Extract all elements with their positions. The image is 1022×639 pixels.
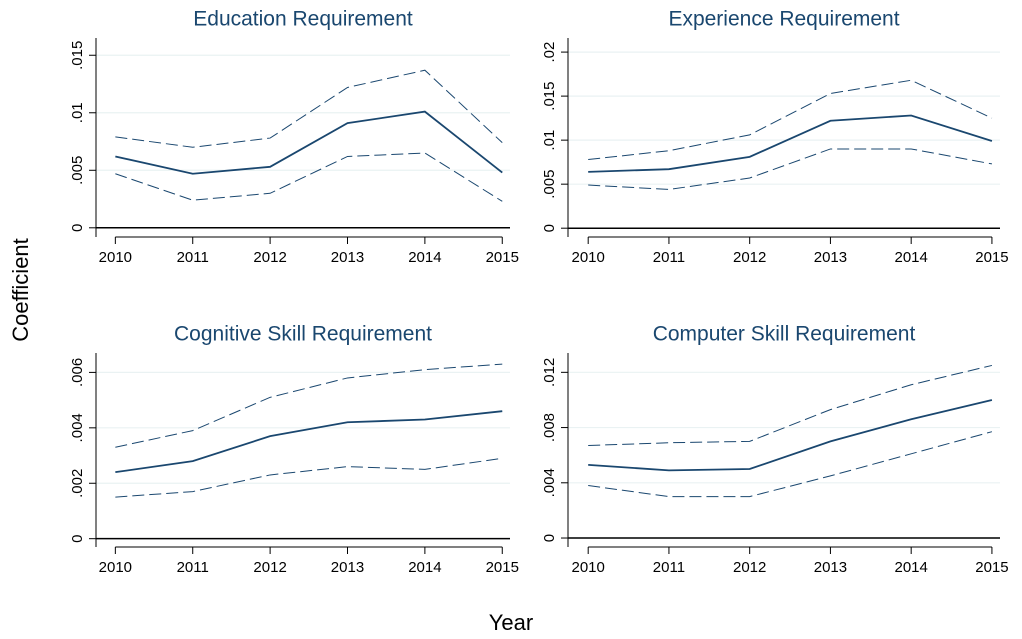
y-tick-label: 0	[541, 224, 558, 232]
x-axis-title: Year	[489, 610, 533, 635]
x-tick-label: 2015	[975, 249, 1008, 266]
panel-title: Experience Requirement	[668, 8, 899, 31]
y-tick-label: .004	[541, 468, 558, 497]
x-tick-label: 2010	[571, 559, 604, 576]
x-tick-label: 2015	[975, 559, 1008, 576]
x-tick-label: 2011	[653, 559, 685, 576]
x-tick-label: 2015	[486, 249, 519, 266]
y-tick-label: .005	[541, 170, 558, 199]
x-tick-label: 2011	[653, 249, 685, 266]
y-tick-label: .004	[69, 413, 86, 442]
y-tick-label: .005	[69, 156, 86, 185]
y-tick-label: .012	[541, 358, 558, 387]
confidence-line	[115, 152, 503, 202]
x-tick-label: 2014	[894, 559, 927, 576]
confidence-line	[588, 148, 993, 190]
confidence-line	[115, 457, 503, 498]
y-tick-label: 0	[69, 535, 86, 543]
x-tick-label: 2013	[331, 559, 364, 576]
confidence-line	[588, 364, 993, 447]
x-tick-label: 2014	[408, 559, 441, 576]
coefficient-line	[115, 410, 503, 474]
x-tick-label: 2010	[99, 559, 132, 576]
x-tick-label: 2011	[177, 249, 209, 266]
coefficient-line	[588, 114, 993, 173]
y-tick-label: 0	[541, 534, 558, 542]
panel-title: Cognitive Skill Requirement	[174, 323, 432, 346]
x-tick-label: 2012	[253, 249, 286, 266]
y-tick-label: .01	[541, 130, 558, 151]
confidence-line	[588, 431, 993, 498]
y-axis-title: Coefficient	[8, 238, 33, 342]
y-tick-label: .015	[69, 41, 86, 70]
x-tick-label: 2013	[814, 249, 847, 266]
x-tick-label: 2010	[99, 249, 132, 266]
confidence-line	[115, 69, 503, 148]
x-tick-label: 2014	[894, 249, 927, 266]
confidence-line	[588, 79, 993, 161]
y-tick-label: .02	[541, 42, 558, 63]
coefficient-line	[115, 110, 503, 175]
y-tick-label: .015	[541, 82, 558, 111]
panel-title: Education Requirement	[193, 8, 413, 31]
x-tick-label: 2013	[814, 559, 847, 576]
x-tick-label: 2012	[733, 559, 766, 576]
x-tick-label: 2013	[331, 249, 364, 266]
x-tick-label: 2011	[177, 559, 209, 576]
y-tick-label: 0	[69, 224, 86, 232]
y-tick-label: .002	[69, 469, 86, 498]
x-tick-label: 2014	[408, 249, 441, 266]
x-tick-label: 2010	[571, 249, 604, 266]
confidence-line	[115, 363, 503, 448]
x-tick-label: 2012	[253, 559, 286, 576]
y-tick-label: .008	[541, 413, 558, 442]
coefficient-line	[588, 399, 993, 472]
y-tick-label: .006	[69, 358, 86, 387]
panel-title: Computer Skill Requirement	[653, 323, 916, 346]
x-tick-label: 2015	[486, 559, 519, 576]
y-tick-label: .01	[69, 102, 86, 123]
x-tick-label: 2012	[733, 249, 766, 266]
